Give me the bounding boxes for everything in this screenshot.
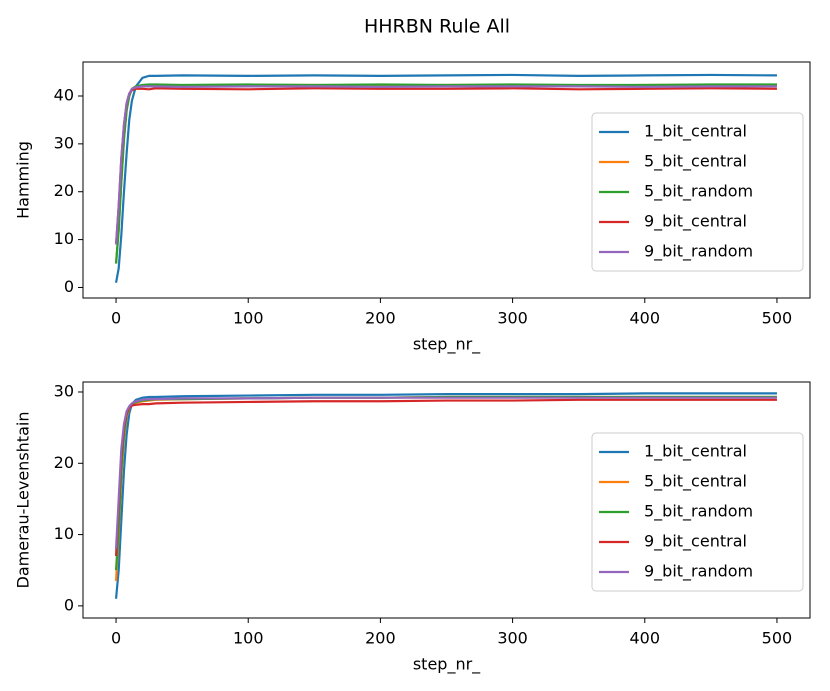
x-axis-label: step_nr_	[413, 335, 481, 355]
legend-label: 1_bit_central	[644, 442, 747, 462]
legend-label: 9_bit_random	[644, 242, 753, 262]
y-tick-label: 30	[54, 381, 74, 400]
series-line	[114, 396, 777, 549]
x-tick-label: 400	[629, 629, 660, 648]
x-tick-label: 100	[233, 309, 264, 328]
series-line	[114, 392, 777, 599]
plot-frame	[82, 381, 811, 619]
x-tick-label: 0	[111, 629, 121, 648]
legend-label: 1_bit_central	[644, 122, 747, 142]
y-tick-label: 40	[54, 85, 74, 104]
legend-label: 5_bit_central	[644, 472, 747, 492]
legend-label: 9_bit_central	[644, 212, 747, 232]
axes: 0 100 200 300 400 500 0 10 20 30 40 step_nr_ Hamming…	[14, 61, 811, 355]
plot-frame	[82, 61, 811, 299]
x-axis-label: step_nr_	[413, 655, 481, 675]
series-line	[114, 73, 777, 283]
y-tick-label: 0	[64, 277, 74, 296]
legend-box	[591, 432, 804, 592]
y-axis-label: Damerau-Levenshtain	[14, 412, 33, 589]
x-tick-label: 300	[497, 309, 528, 328]
figure-title: HHRBN Rule All	[364, 16, 510, 38]
legend-label: 9_bit_central	[644, 532, 747, 552]
x-tick-label: 400	[629, 309, 660, 328]
y-tick-label: 10	[54, 229, 74, 248]
y-tick-label: 0	[64, 595, 74, 614]
x-tick-label: 500	[762, 629, 793, 648]
legend-label: 5_bit_random	[644, 502, 753, 522]
x-tick-label: 200	[365, 629, 396, 648]
y-tick-label: 20	[54, 453, 74, 472]
y-tick-label: 10	[54, 524, 74, 543]
x-tick-label: 0	[111, 309, 121, 328]
legend-box	[591, 112, 804, 272]
x-tick-label: 500	[762, 309, 793, 328]
series-line	[114, 85, 777, 245]
legend-label: 9_bit_random	[644, 562, 753, 582]
legend-label: 5_bit_central	[644, 152, 747, 172]
x-tick-label: 100	[233, 629, 264, 648]
x-tick-label: 200	[365, 309, 396, 328]
x-tick-label: 300	[497, 629, 528, 648]
y-tick-label: 30	[54, 133, 74, 152]
y-tick-label: 20	[54, 181, 74, 200]
y-axis-label: Hamming	[14, 141, 33, 219]
legend-label: 5_bit_random	[644, 182, 753, 202]
series-line	[114, 83, 777, 264]
axes: 0 100 200 300 400 500 0 10 20 30 step_nr_ Damerau-L…	[14, 381, 811, 675]
